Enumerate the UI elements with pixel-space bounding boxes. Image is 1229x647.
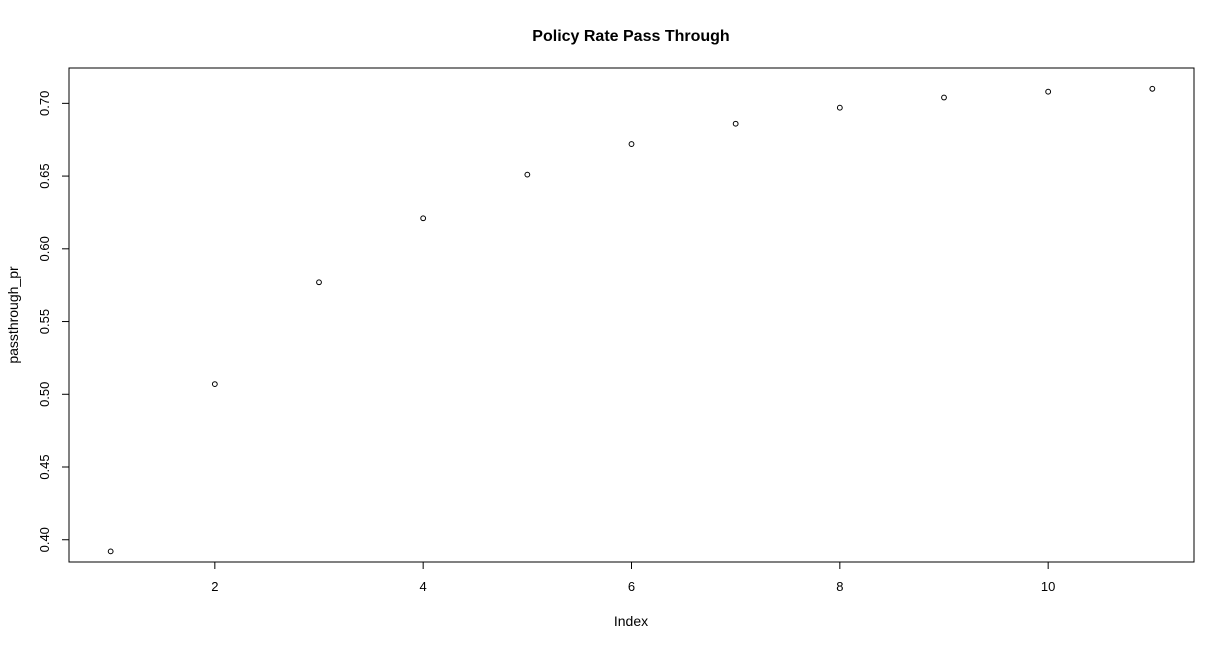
data-point bbox=[1046, 89, 1051, 94]
data-point bbox=[108, 549, 113, 554]
x-axis: 2 4 6 8 10 bbox=[211, 562, 1055, 594]
data-point bbox=[421, 216, 426, 221]
x-tick-label: 8 bbox=[836, 579, 843, 594]
data-point bbox=[317, 280, 322, 285]
x-tick-label: 10 bbox=[1041, 579, 1055, 594]
data-point bbox=[212, 382, 217, 387]
y-axis-label: passthrough_pr bbox=[5, 266, 21, 364]
y-tick-label: 0.70 bbox=[37, 91, 52, 116]
y-tick-label: 0.65 bbox=[37, 163, 52, 188]
data-point bbox=[629, 142, 634, 147]
x-tick-label: 2 bbox=[211, 579, 218, 594]
data-point bbox=[942, 95, 947, 100]
y-axis: 0.40 0.45 0.50 0.55 0.60 0.65 0.70 bbox=[37, 91, 69, 553]
data-point bbox=[837, 105, 842, 110]
data-point bbox=[1150, 86, 1155, 91]
chart-title: Policy Rate Pass Through bbox=[532, 28, 729, 45]
y-tick-label: 0.40 bbox=[37, 527, 52, 552]
data-point bbox=[733, 121, 738, 126]
x-tick-label: 4 bbox=[420, 579, 427, 594]
y-tick-label: 0.50 bbox=[37, 382, 52, 407]
y-tick-label: 0.45 bbox=[37, 454, 52, 479]
data-point bbox=[525, 172, 530, 177]
y-tick-label: 0.55 bbox=[37, 309, 52, 334]
y-tick-label: 0.60 bbox=[37, 236, 52, 261]
data-points bbox=[108, 86, 1154, 553]
x-axis-label: Index bbox=[614, 613, 648, 629]
x-tick-label: 6 bbox=[628, 579, 635, 594]
